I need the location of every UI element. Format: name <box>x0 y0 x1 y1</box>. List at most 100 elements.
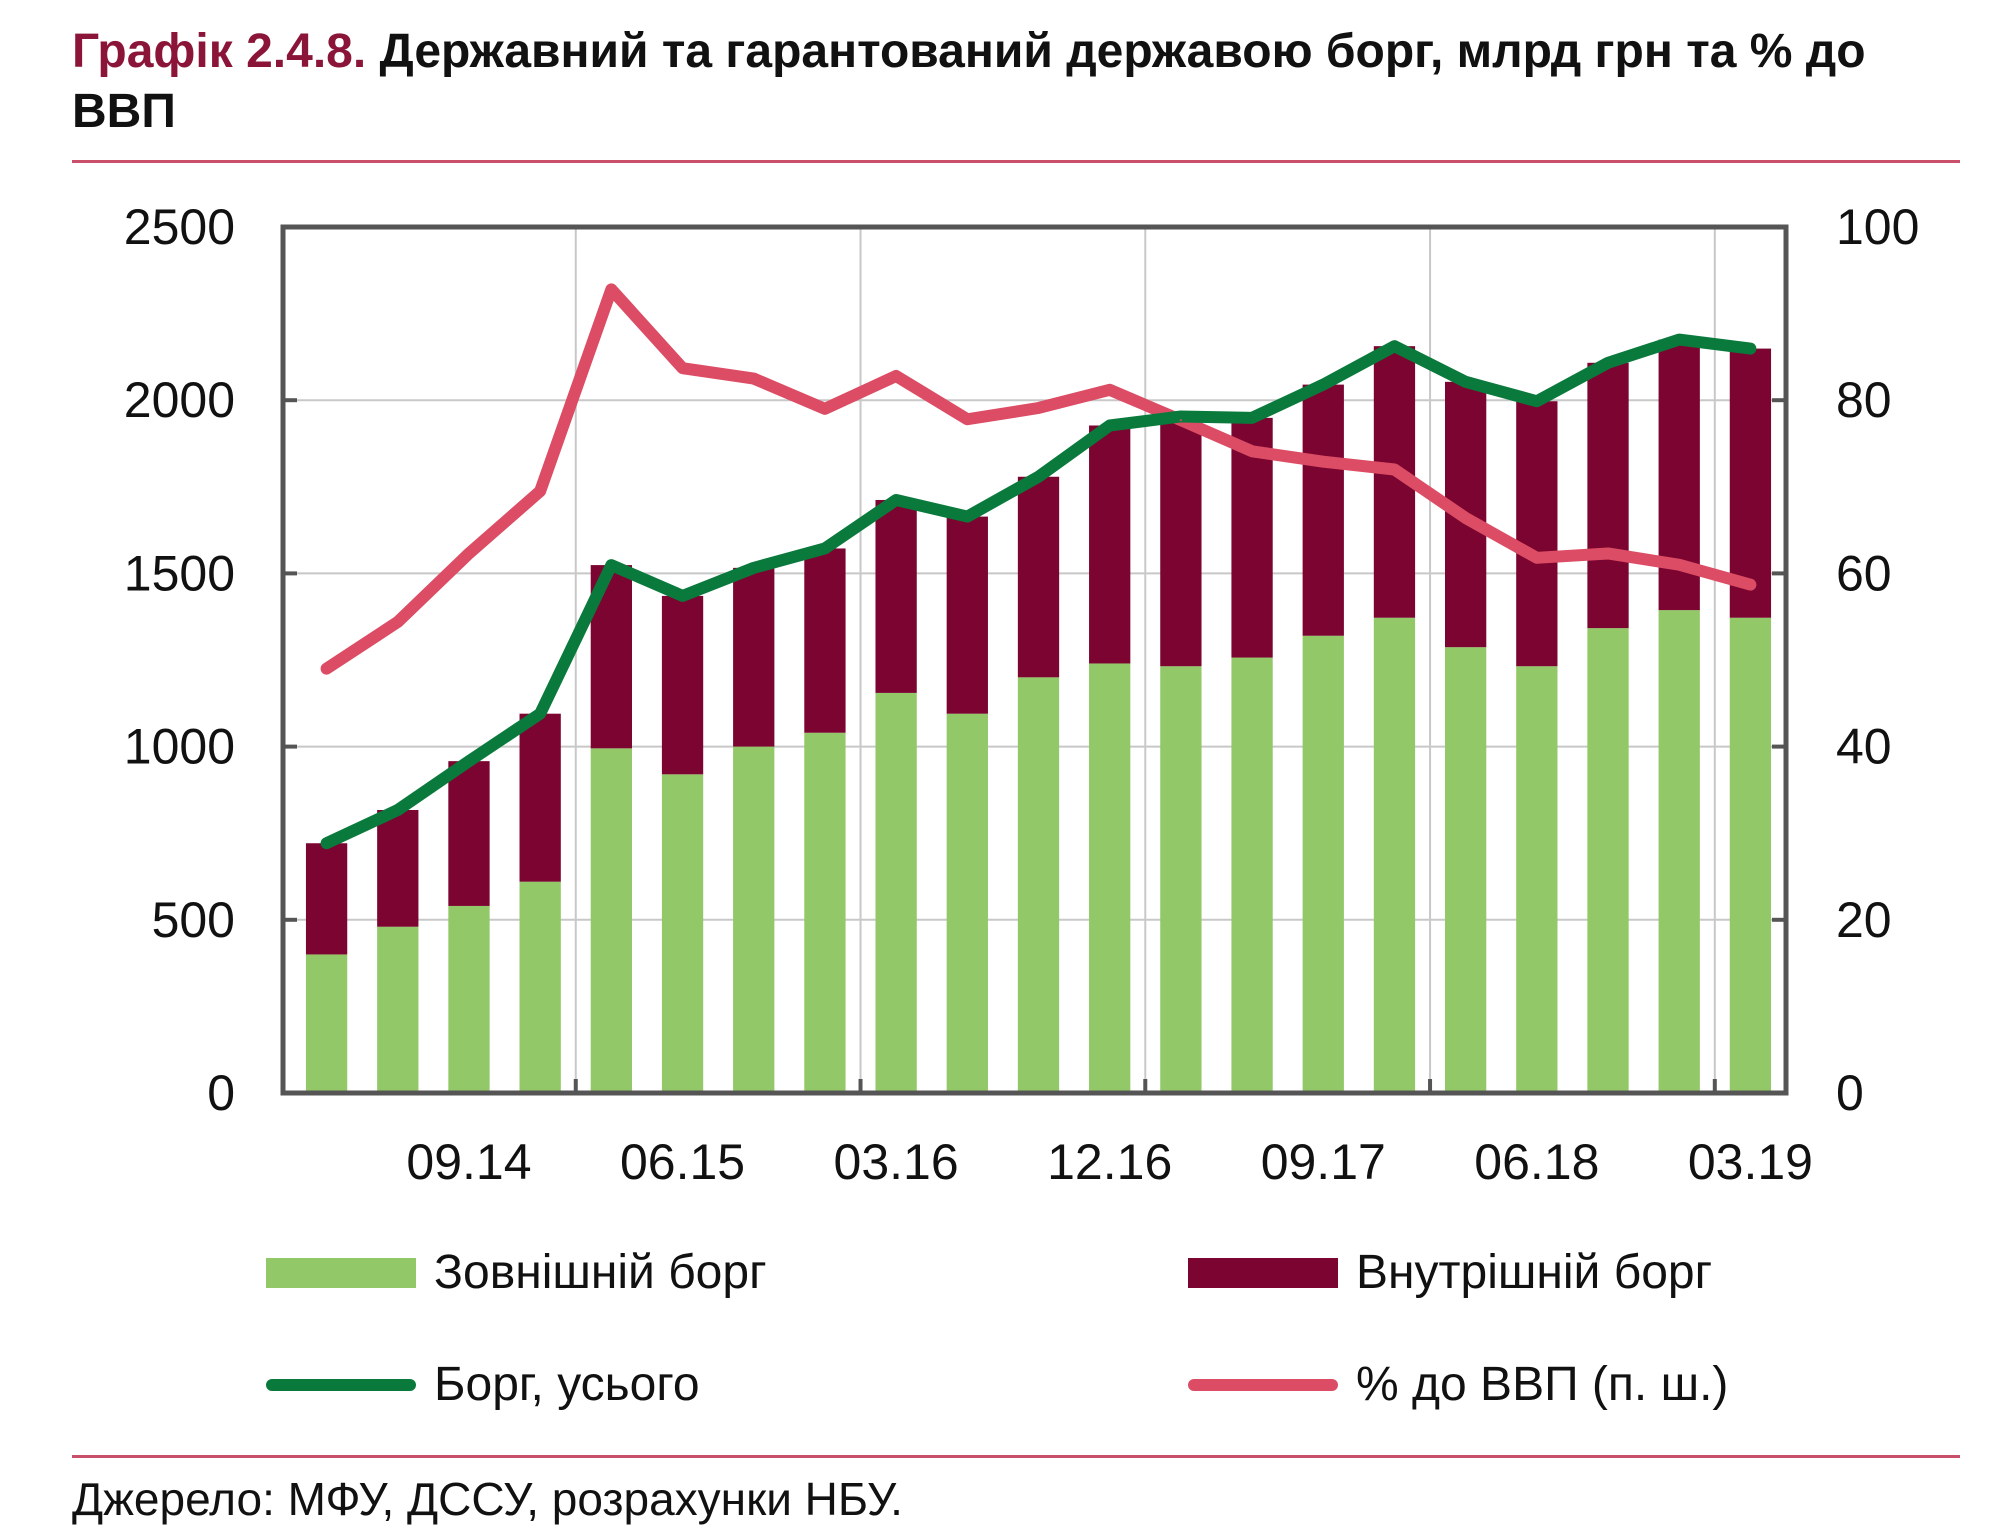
point-total-debt <box>1108 424 1111 427</box>
y-right-tick-label: 0 <box>1836 1065 1864 1121</box>
point-total-debt <box>467 760 470 763</box>
bar-domestic-12.15 <box>804 548 846 733</box>
bar-domestic-06.14 <box>377 809 419 927</box>
legend-gdp: % до ВВП (п. ш.) <box>1188 1357 1728 1412</box>
chart-title: Графік 2.4.8. Державний та гарантований … <box>72 22 1972 142</box>
y-left-tick-label: 1500 <box>124 545 235 601</box>
point-total-debt <box>1322 383 1325 386</box>
bar-domestic-09.14 <box>448 761 490 906</box>
bar-domestic-03.14 <box>305 843 348 955</box>
x-tick-label: 09.17 <box>1261 1134 1386 1190</box>
legend-label-total: Борг, усього <box>434 1358 700 1411</box>
bar-external-06.14 <box>377 926 419 1093</box>
bar-external-12.15 <box>804 732 846 1093</box>
bar-domestic-09.15 <box>733 567 775 747</box>
x-tick-label: 12.16 <box>1047 1134 1172 1190</box>
y-right-tick-label: 100 <box>1836 199 1919 255</box>
point-gdp-pct <box>1678 563 1681 566</box>
plot-frame <box>280 224 1789 1096</box>
point-gdp-pct <box>1607 552 1610 555</box>
legend-swatch-total <box>266 1378 416 1391</box>
point-total-debt <box>1535 400 1538 403</box>
legend-domestic: Внутрішній борг <box>1188 1245 1712 1300</box>
point-total-debt <box>1251 416 1254 419</box>
point-total-debt <box>1464 380 1467 383</box>
point-total-debt <box>752 566 755 569</box>
point-gdp-pct <box>1535 556 1538 559</box>
bar-external-03.19 <box>1729 617 1772 1093</box>
bar-external-06.15 <box>661 774 704 1093</box>
point-gdp-pct <box>1749 583 1752 586</box>
bar-domestic-12.14 <box>519 713 561 882</box>
bar-external-03.17 <box>1160 666 1202 1093</box>
point-gdp-pct <box>895 374 898 377</box>
point-gdp-pct <box>1464 516 1467 519</box>
bar-external-03.16 <box>875 692 917 1093</box>
bar-external-06.17 <box>1231 657 1273 1093</box>
y-left-tick-label: 500 <box>152 892 235 948</box>
bar-external-12.14 <box>519 881 561 1093</box>
point-gdp-pct <box>1322 460 1325 463</box>
source-note: Джерело: МФУ, ДССУ, розрахунки НБУ. <box>72 1473 903 1525</box>
bar-domestic-09.17 <box>1302 384 1344 636</box>
chart-number: Графік 2.4.8. <box>72 25 367 78</box>
bar-external-12.16 <box>1089 663 1131 1093</box>
point-total-debt <box>610 564 613 567</box>
point-gdp-pct <box>396 620 399 623</box>
point-total-debt <box>539 712 542 715</box>
bar-external-12.17 <box>1373 617 1416 1093</box>
point-total-debt <box>1678 338 1681 341</box>
y-right-tick-label: 80 <box>1836 372 1892 428</box>
point-total-debt <box>966 515 969 518</box>
legend-swatch-gdp <box>1188 1378 1338 1391</box>
bar-external-03.14 <box>305 954 348 1093</box>
bar-external-12.18 <box>1658 610 1700 1093</box>
y-left-tick-label: 0 <box>207 1065 235 1121</box>
point-gdp-pct <box>1393 468 1396 471</box>
bar-domestic-06.16 <box>946 516 988 714</box>
x-tick-label: 03.16 <box>834 1134 959 1190</box>
y-left-tick-label: 2000 <box>124 372 235 428</box>
bar-domestic-09.18 <box>1587 362 1629 629</box>
point-gdp-pct <box>681 367 684 370</box>
bar-external-09.15 <box>733 746 775 1093</box>
x-tick-label: 06.18 <box>1474 1134 1599 1190</box>
point-total-debt <box>1393 345 1396 348</box>
legend-total: Борг, усього <box>266 1357 700 1412</box>
x-tick-label: 03.19 <box>1688 1134 1813 1190</box>
point-total-debt <box>1607 361 1610 364</box>
point-total-debt <box>1749 347 1752 350</box>
x-tick-label: 06.15 <box>620 1134 745 1190</box>
bar-domestic-12.16 <box>1089 425 1131 664</box>
bar-domestic-03.17 <box>1160 416 1202 667</box>
point-gdp-pct <box>325 667 328 670</box>
bar-domestic-03.19 <box>1729 348 1772 618</box>
bar-external-09.14 <box>448 905 490 1093</box>
y-left-tick-label: 1000 <box>124 719 235 775</box>
legend-label-gdp: % до ВВП (п. ш.) <box>1356 1358 1729 1411</box>
bottom-divider <box>72 1455 1960 1458</box>
y-left-tick-label: 2500 <box>124 199 235 255</box>
bar-external-03.18 <box>1444 647 1487 1093</box>
bar-external-06.16 <box>946 713 988 1093</box>
bar-external-09.18 <box>1587 628 1629 1093</box>
point-gdp-pct <box>1108 388 1111 391</box>
top-divider <box>72 160 1960 163</box>
legend-label-external: Зовнішній борг <box>434 1246 767 1299</box>
bar-domestic-03.16 <box>875 499 917 693</box>
point-gdp-pct <box>1037 406 1040 409</box>
point-gdp-pct <box>610 288 613 291</box>
point-total-debt <box>1037 475 1040 478</box>
point-total-debt <box>325 842 328 845</box>
bar-domestic-06.15 <box>661 595 704 775</box>
x-tick-label: 09.14 <box>406 1134 531 1190</box>
y-right-tick-label: 60 <box>1836 545 1892 601</box>
bar-external-09.17 <box>1302 635 1344 1093</box>
legend-swatch-external <box>266 1257 416 1288</box>
bar-domestic-09.16 <box>1017 476 1060 678</box>
point-gdp-pct <box>539 490 542 493</box>
y-right-tick-label: 40 <box>1836 719 1892 775</box>
chart-title-text: Державний та гарантований державою борг,… <box>72 25 1866 138</box>
point-gdp-pct <box>1179 419 1182 422</box>
